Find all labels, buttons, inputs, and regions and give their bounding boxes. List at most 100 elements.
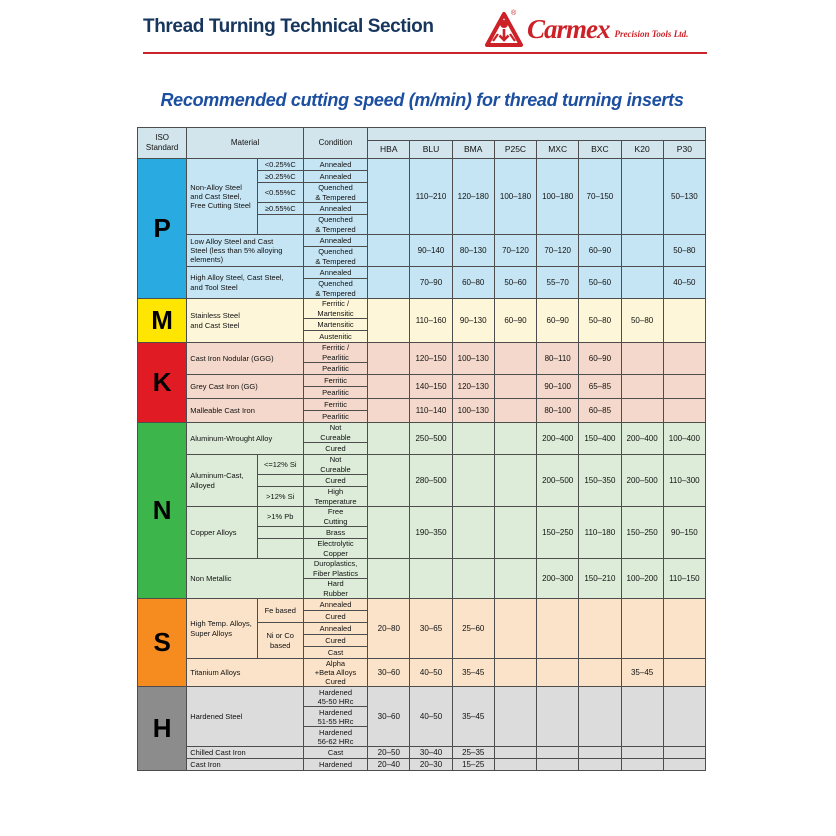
value-cell-HBA [367,374,411,399]
material-cell: Aluminum-Wrought Alloy [186,422,304,455]
table-row: Non Metallic Duroplastics, Fiber Plastics… [137,558,707,599]
condition-cell: Electrolytic Copper [302,538,369,559]
iso-letter-P: P [136,158,188,299]
qualifier-cell: <0.55%C [256,182,304,203]
value-cell-BMA: 60–80 [451,266,495,299]
material-cell: Low Alloy Steel and Cast Steel (less tha… [186,234,304,267]
value-cell-P25C [493,506,538,559]
value-cell-P25C [493,746,538,760]
value-cell-HBA [367,454,411,507]
condition-cell: Annealed [302,158,369,171]
value-cell-HBA: 20–80 [367,598,411,659]
qualifier-cell [256,214,304,235]
value-cell-BLU: 140–150 [409,374,453,399]
value-cell-P25C: 50–60 [493,266,538,299]
cutting-speed-table-container: ISO Standard Material Condition HBA BLU BMA P2… [136,127,707,772]
value-cell-P25C [493,598,538,659]
value-cell-BMA: 100–130 [451,398,495,423]
value-cell-K20 [620,598,664,659]
material-cell: Grey Cast Iron (GG) [186,374,304,399]
value-cell-K20: 150–250 [620,506,664,559]
table-row: Titanium Alloys Alpha +Beta Alloys Cured 3… [137,657,707,688]
value-cell-MXC [536,598,580,659]
registered-mark: ® [511,9,517,17]
value-cell-BLU: 30–65 [409,598,453,659]
material-cell: Non-Alloy Steel and Cast Steel, Free Cut… [186,158,258,235]
material-cell: Aluminum-Cast, Alloyed [186,454,258,507]
value-cell-BMA: 15–25 [451,758,495,772]
value-cell-BXC [578,746,622,760]
value-cell-P25C: 60–90 [493,298,538,343]
value-cell-HBA [367,266,411,299]
value-cell-BXC: 150–210 [578,558,622,599]
condition-cell: Not Cureable [302,454,369,475]
iso-letter-K: K [136,342,188,423]
brand-tagline: Precision Tools Ltd. [614,29,689,39]
value-cell-K20: 100–200 [620,558,664,599]
header-divider [143,52,707,54]
value-cell-MXC: 100–180 [536,158,580,235]
value-cell-HBA: 30–60 [367,657,411,688]
grade-column-MXC: MXC [536,140,580,159]
condition-cell: Pearlitic [302,362,369,375]
value-cell-BMA: 25–60 [451,598,495,659]
value-cell-P30 [662,342,707,375]
material-cell: Cast Iron Nodular (GGG) [186,342,304,375]
brand-name: Carmex [527,13,611,44]
value-cell-P30 [662,398,707,423]
value-cell-BLU [409,558,453,599]
condition-cell: Hard Rubber [302,578,369,599]
value-cell-P30 [662,298,707,343]
value-cell-BXC: 70–150 [578,158,622,235]
condition-cell: Pearlitic [302,410,369,423]
condition-cell: Quenched & Tempered [302,246,369,267]
value-cell-P25C: 70–120 [493,234,538,267]
condition-cell: Pearlitic [302,386,369,399]
value-cell-BXC: 50–80 [578,298,622,343]
table-row: High Alloy Steel, Cast Steel, and Tool S… [137,266,707,299]
qualifier-cell: ≥0.25%C [256,170,304,183]
value-cell-BXC: 65–85 [578,374,622,399]
value-cell-K20 [620,342,664,375]
value-cell-BXC [578,598,622,659]
value-cell-BLU: 110–210 [409,158,453,235]
condition-cell: Quenched & Tempered [302,278,369,299]
material-cell: Hardened Steel [186,686,304,748]
qualifier-cell [256,526,304,539]
value-cell-P25C [493,454,538,507]
value-cell-K20 [620,266,664,299]
value-cell-MXC: 80–100 [536,398,580,423]
condition-cell: Quenched & Tempered [302,182,369,203]
value-cell-HBA: 20–40 [367,758,411,772]
table-row: M Stainless Steel and Cast Steel Ferritic … [136,298,707,343]
value-cell-BMA: 120–130 [451,374,495,399]
value-cell-P30: 50–130 [662,158,707,235]
table-row: Copper Alloys >1% Pb Free Cutting 190–350 15… [137,506,707,559]
value-cell-K20 [620,746,664,760]
grade-column-P25C: P25C [493,140,538,159]
value-cell-BMA: 35–45 [451,657,495,688]
material-cell: Cast Iron [186,758,304,772]
value-cell-K20 [620,374,664,399]
value-cell-K20 [620,158,664,235]
carmex-triangle-icon: ® [485,9,523,47]
value-cell-MXC: 60–90 [536,298,580,343]
qualifier-cell: <0.25%C [256,158,304,171]
value-cell-HBA: 30–60 [367,686,411,748]
qualifier-cell: Fe based [256,598,304,623]
value-cell-K20: 200–500 [620,454,664,507]
value-cell-P30 [662,758,707,772]
condition-cell: High Temperature [302,486,369,507]
carmex-logo: ® Carmex Precision Tools Ltd. [484,8,688,50]
material-cell: High Temp. Alloys, Super Alloys [186,598,258,659]
condition-header: Condition [302,127,369,159]
table-row: Chilled Cast Iron Cast 20–50 30–40 25–35 [137,746,707,760]
condition-cell: Austenitic [302,330,369,343]
value-cell-P30 [662,686,707,748]
table-row: Grey Cast Iron (GG) Ferritic 140–150 120–13… [137,374,707,399]
table-row: K Cast Iron Nodular (GGG) Ferritic / Pearl… [136,342,707,423]
condition-cell: Not Cureable [302,422,369,443]
value-cell-BMA [451,558,495,599]
value-cell-BXC [578,686,622,748]
